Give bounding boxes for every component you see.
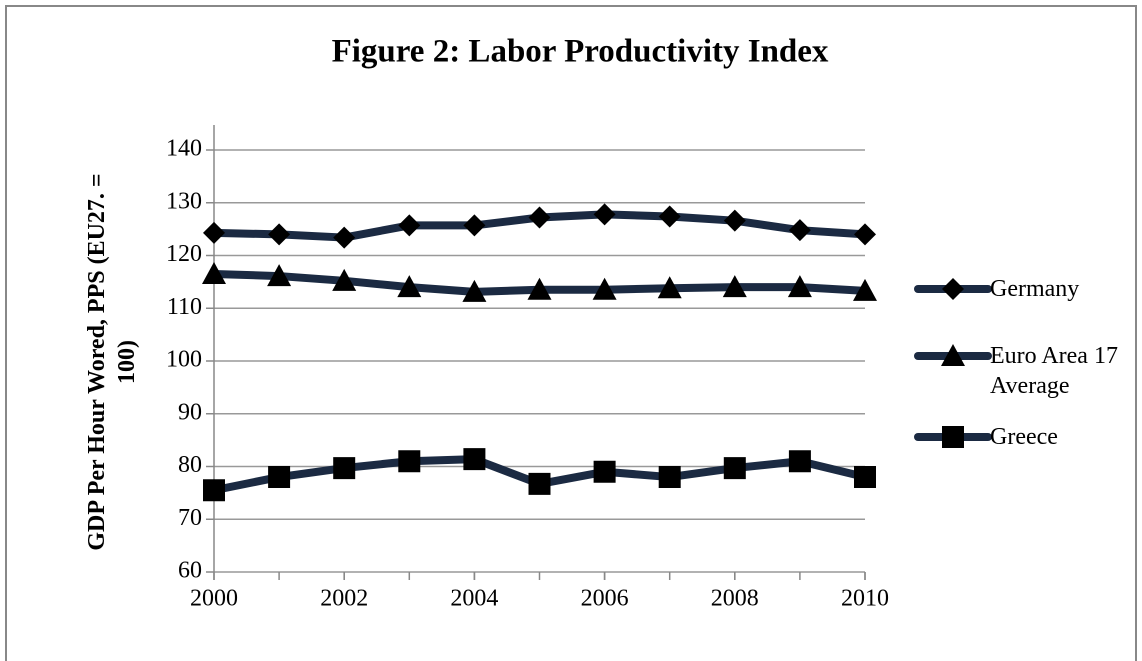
point (268, 466, 291, 489)
y-tick-label: 120 (166, 241, 202, 267)
x-tick-label: 2004 (450, 586, 498, 612)
point (203, 221, 225, 244)
point (398, 214, 421, 237)
point (267, 264, 292, 287)
point (332, 268, 357, 291)
legend-label: Germany (990, 276, 1080, 302)
point (593, 203, 616, 226)
point (398, 450, 421, 473)
point (528, 206, 551, 229)
point (203, 479, 225, 502)
x-tick-label: 2006 (581, 586, 629, 612)
point (593, 460, 616, 483)
point (397, 275, 422, 298)
point (592, 277, 617, 300)
y-tick-label: 100 (166, 347, 202, 373)
point (527, 277, 552, 300)
x-tick-label: 2010 (841, 586, 889, 612)
point (658, 466, 681, 489)
x-tick-label: 2000 (190, 586, 238, 612)
point (463, 214, 486, 237)
y-tick-label: 80 (178, 452, 202, 478)
frame (5, 5, 1137, 661)
point (788, 219, 811, 242)
y-tick-label: 130 (166, 188, 202, 214)
point (333, 226, 356, 249)
point (787, 275, 812, 298)
point (853, 278, 877, 301)
point (788, 450, 811, 473)
y-tick-label: 70 (178, 505, 202, 531)
point (333, 457, 356, 480)
point (723, 457, 746, 480)
y-tick-label: 140 (166, 136, 202, 162)
x-tick-label: 2002 (320, 586, 368, 612)
point (854, 223, 876, 246)
point (463, 448, 486, 471)
y-tick-label: 60 (178, 558, 202, 584)
chart-title: Figure 2: Labor Productivity Index (332, 34, 829, 70)
legend-marker (941, 344, 965, 366)
y-axis-label: GDP Per Hour Wored, PPS (EU27. = 100) (84, 173, 140, 551)
point (462, 279, 487, 302)
y-tick-label: 110 (167, 294, 202, 320)
point (854, 466, 876, 489)
y-tick-label: 90 (178, 399, 202, 425)
point (723, 209, 746, 232)
legend-label: Euro Area 17 Average (990, 343, 1118, 399)
point (268, 223, 291, 246)
legend-marker (942, 278, 964, 300)
x-tick-label: 2008 (711, 586, 759, 612)
point (202, 261, 226, 284)
legend-marker (942, 426, 964, 448)
point (657, 276, 682, 299)
point (722, 275, 747, 298)
legend-label: Greece (990, 424, 1058, 450)
point (658, 205, 681, 228)
point (528, 472, 551, 495)
